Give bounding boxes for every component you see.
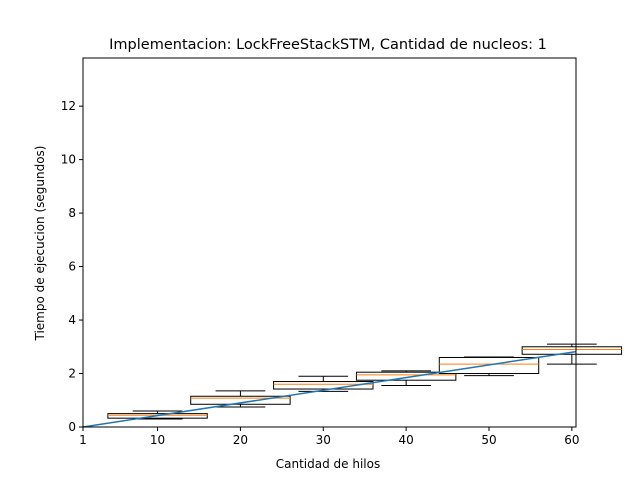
y-tick-label-2: 2 xyxy=(68,367,76,381)
y-tick-label-4: 4 xyxy=(68,313,76,327)
box-20 xyxy=(190,395,291,405)
x-tick-label-50: 50 xyxy=(481,433,496,447)
trend-line xyxy=(82,350,577,428)
y-tick-label-10: 10 xyxy=(61,153,76,167)
plot-area: 1 10 20 30 40 50 60 0 2 4 6 8 10 12 xyxy=(61,57,623,447)
x-tick-label-60: 60 xyxy=(564,433,579,447)
y-axis-label: Tiempo de ejecucion (segundos) xyxy=(33,146,47,342)
y-tick-label-12: 12 xyxy=(61,99,76,113)
x-tick-label-30: 30 xyxy=(316,433,331,447)
x-tick-label-10: 10 xyxy=(150,433,165,447)
y-tick-label-6: 6 xyxy=(68,260,76,274)
box-60 xyxy=(521,346,623,355)
chart-title: Implementacion: LockFreeStackSTM, Cantid… xyxy=(109,37,547,53)
x-tick-label-40: 40 xyxy=(399,433,414,447)
box-40 xyxy=(355,371,457,381)
x-tick-label-20: 20 xyxy=(233,433,248,447)
y-tick-label-0: 0 xyxy=(68,420,76,434)
x-axis-label: Cantidad de hilos xyxy=(276,457,380,471)
x-tick-label-1: 1 xyxy=(79,433,87,447)
y-tick-label-8: 8 xyxy=(68,206,76,220)
box-30 xyxy=(273,381,374,390)
plot-frame xyxy=(82,57,577,428)
